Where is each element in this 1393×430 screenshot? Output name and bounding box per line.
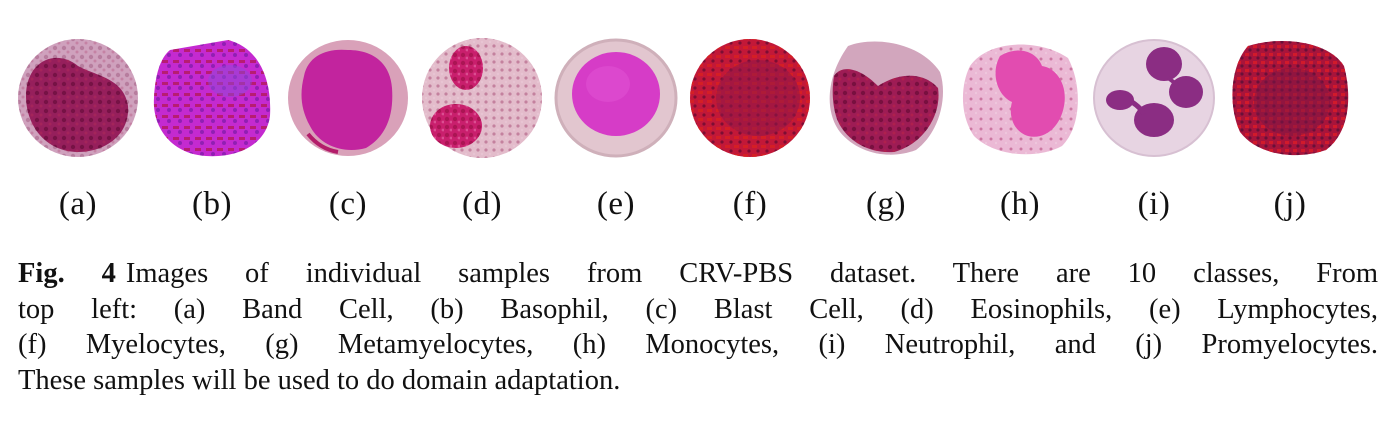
panel-label-b: (b): [192, 186, 232, 222]
caption-line-1: Fig. 4 Images of individual samples from …: [18, 256, 1378, 292]
monocyte-image: [958, 36, 1082, 160]
panel-label-c: (c): [328, 186, 368, 222]
eosinophil-image: [420, 36, 544, 160]
neutrophil-image: [1092, 36, 1216, 160]
basophil-image: [150, 36, 274, 160]
panel-label-f: (f): [732, 186, 768, 222]
panel-label-j: (j): [1273, 186, 1307, 222]
panel-label-i: (i): [1137, 186, 1171, 222]
myelocyte-image: [688, 36, 812, 160]
lymphocyte-image: [554, 36, 678, 160]
caption-text-1: Images of individual samples from CRV-PB…: [125, 258, 1379, 289]
caption-line-3: (f) Myelocytes, (g) Metamyelocytes, (h) …: [18, 329, 1378, 360]
panel-label-h: (h): [1000, 186, 1040, 222]
metamyelocyte-image: [824, 36, 948, 160]
caption-line-4: These samples will be used to do domain …: [18, 364, 621, 396]
caption-line-2: top left: (a) Band Cell, (b) Basophil, (…: [18, 293, 1378, 325]
promyelocyte-image: [1228, 36, 1352, 160]
panel-label-a: (a): [58, 186, 98, 222]
cell-image-strip: (a) (b) (c) (d) (e) (f) (g) (h) (i) (j): [16, 36, 1352, 222]
panel-label-g: (g): [866, 186, 906, 222]
blast-cell-image: [286, 36, 410, 160]
figure-caption: Fig. 4 Images of individual samples from …: [18, 256, 1378, 398]
band-cell-image: [16, 36, 140, 160]
panel-label-e: (e): [596, 186, 636, 222]
figure-label: Fig. 4: [18, 258, 116, 289]
panel-label-d: (d): [462, 186, 502, 222]
